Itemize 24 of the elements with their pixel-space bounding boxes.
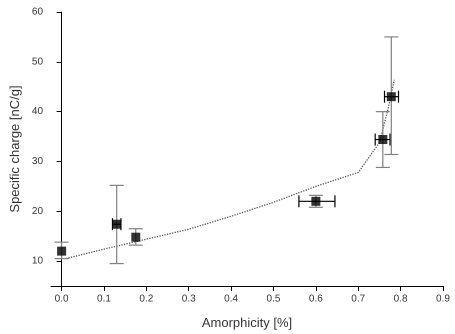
point [57, 246, 66, 256]
x-tick-label: 0.5 [266, 294, 281, 304]
x-tick-label: 0.1 [97, 294, 112, 304]
y-tick-label: 10 [32, 256, 44, 267]
y-tick-label: 50 [32, 56, 44, 68]
point [311, 196, 320, 206]
point [378, 135, 388, 144]
x-tick-label: 0.8 [394, 294, 408, 304]
point [386, 92, 396, 102]
x-tick-label: 0.4 [224, 294, 239, 304]
line-series [65, 79, 395, 260]
x-tick-label: 0.6 [308, 294, 324, 304]
x-tick-label: 0.0 [54, 294, 70, 304]
y-tick-label: 30 [32, 156, 44, 167]
point [131, 232, 140, 242]
x-tick-label: 0.7 [351, 294, 366, 304]
y-tick-label: 40 [32, 106, 44, 118]
y-tick-label: 20 [32, 206, 44, 217]
x-tick-label: 0.3 [182, 294, 196, 304]
y-axis-title: Specific charge [nC/g] [7, 85, 22, 213]
y-tick-label: 60 [32, 6, 44, 18]
x-tick-label: 0.2 [139, 294, 154, 304]
x-axis-title: Amorphicity [%] [202, 315, 292, 330]
x-tick-label: 0.9 [436, 294, 450, 304]
